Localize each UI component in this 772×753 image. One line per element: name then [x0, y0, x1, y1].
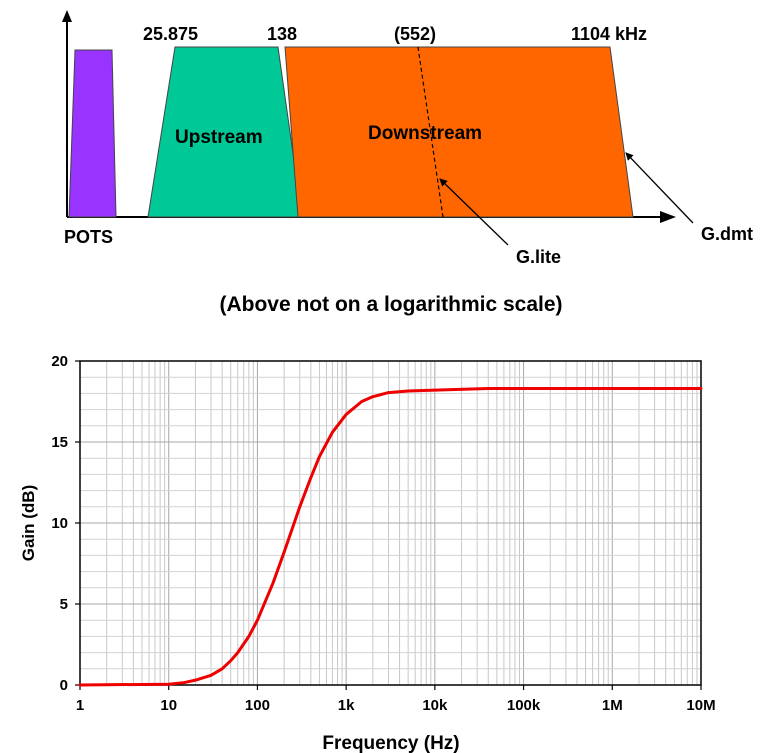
- x-tick-label: 100k: [507, 697, 541, 714]
- x-tick-label: 1M: [602, 697, 623, 714]
- y-axis-title: Gain (dB): [19, 485, 38, 562]
- x-tick-label: 1k: [338, 697, 355, 714]
- diagram-x-axis-arrow-icon: [660, 211, 676, 223]
- y-tick-label: 20: [51, 353, 68, 370]
- scale-note: (Above not on a logarithmic scale): [219, 293, 562, 316]
- y-tick-label: 15: [51, 434, 68, 451]
- chart-ticks: 1 10 100 1k 10k 100k 1M 10M 0 5 10 15 20: [51, 353, 715, 714]
- x-tick-label: 100: [245, 697, 270, 714]
- upstream-band: [147, 46, 303, 218]
- chart-grid: [79, 360, 702, 686]
- x-tick-label: 10: [160, 697, 177, 714]
- gain-series-line: [78, 387, 703, 687]
- x-tick-label: 10k: [422, 697, 448, 714]
- y-tick-label: 0: [60, 677, 68, 694]
- diagram-y-axis-arrow-icon: [62, 10, 72, 22]
- glite-label: G.lite: [516, 247, 561, 267]
- gdmt-label: G.dmt: [701, 224, 753, 244]
- freq-label-552: (552): [394, 24, 436, 44]
- y-tick-label: 5: [60, 596, 68, 613]
- freq-label-138: 138: [267, 24, 297, 44]
- pots-label: POTS: [64, 227, 113, 247]
- gdmt-callout-arrow: [625, 152, 694, 224]
- glite-boundary: [417, 46, 444, 218]
- pots-band: [68, 49, 117, 218]
- band-diagram: 25.875 138 (552) 1104 kHz POTS Upstream …: [62, 10, 753, 316]
- glite-callout-arrow: [439, 178, 509, 246]
- y-tick-label: 10: [51, 515, 68, 532]
- x-tick-label: 1: [76, 697, 84, 714]
- freq-label-25875: 25.875: [143, 24, 198, 44]
- x-axis-title: Frequency (Hz): [322, 733, 459, 753]
- downstream-label: Downstream: [368, 123, 482, 144]
- freq-label-1104: 1104 kHz: [571, 24, 647, 44]
- x-tick-label: 10M: [686, 697, 715, 714]
- downstream-band: [284, 46, 634, 218]
- gain-chart: 1 10 100 1k 10k 100k 1M 10M 0 5 10 15 20 Frequency (…: [19, 353, 716, 753]
- upstream-label: Upstream: [175, 127, 263, 148]
- chart-series: [78, 387, 703, 687]
